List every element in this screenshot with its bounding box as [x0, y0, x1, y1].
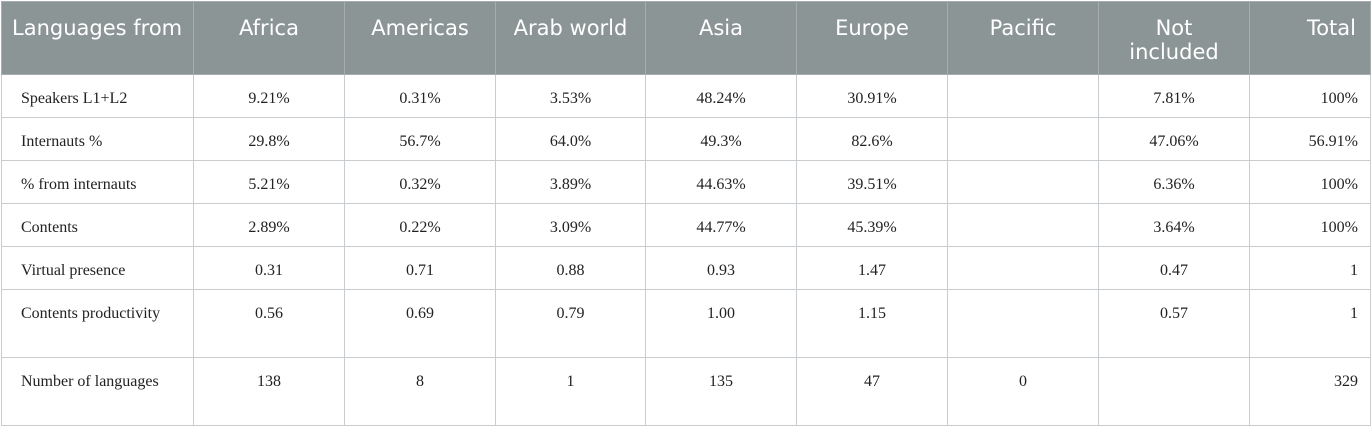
table-cell	[947, 289, 1099, 358]
table-cell: 0.88	[495, 246, 646, 290]
row-label: Number of languages	[1, 357, 194, 426]
table-cell: 100%	[1249, 203, 1371, 247]
table-cell: 0.31	[193, 246, 345, 290]
table-cell: 0.47	[1098, 246, 1250, 290]
column-header: Languages from	[1, 1, 194, 75]
table-cell	[947, 160, 1099, 204]
column-header: Americas	[344, 1, 496, 75]
column-header: Europe	[796, 1, 948, 75]
row-label: Contents	[1, 203, 194, 247]
table-cell: 3.89%	[495, 160, 646, 204]
column-header: Africa	[193, 1, 345, 75]
table-cell: 44.63%	[645, 160, 797, 204]
table-cell: 49.3%	[645, 117, 797, 161]
row-label: % from internauts	[1, 160, 194, 204]
table-cell: 0	[947, 357, 1099, 426]
table-cell: 56.91%	[1249, 117, 1371, 161]
table-cell: 2.89%	[193, 203, 345, 247]
column-header: Total	[1249, 1, 1371, 75]
table-cell: 47	[796, 357, 948, 426]
table-cell	[1098, 357, 1250, 426]
table-cell: 3.64%	[1098, 203, 1250, 247]
table-cell: 64.0%	[495, 117, 646, 161]
table-cell: 0.56	[193, 289, 345, 358]
table-cell: 9.21%	[193, 74, 345, 118]
table-cell: 1.15	[796, 289, 948, 358]
table-cell: 7.81%	[1098, 74, 1250, 118]
table-cell: 6.36%	[1098, 160, 1250, 204]
table-cell: 0.32%	[344, 160, 496, 204]
row-label: Speakers L1+L2	[1, 74, 194, 118]
table-cell	[947, 117, 1099, 161]
table-row: Contents productivity 0.56 0.69 0.79 1.0…	[1, 289, 1371, 358]
table-row: Internauts % 29.8% 56.7% 64.0% 49.3% 82.…	[1, 117, 1371, 161]
table-cell: 44.77%	[645, 203, 797, 247]
table-cell: 3.09%	[495, 203, 646, 247]
table-cell: 1	[495, 357, 646, 426]
table-cell: 47.06%	[1098, 117, 1250, 161]
table-row: Contents 2.89% 0.22% 3.09% 44.77% 45.39%…	[1, 203, 1371, 247]
table-cell	[947, 203, 1099, 247]
column-header: Pacific	[947, 1, 1099, 75]
table-cell: 48.24%	[645, 74, 797, 118]
table-cell: 0.71	[344, 246, 496, 290]
table-row: Speakers L1+L2 9.21% 0.31% 3.53% 48.24% …	[1, 74, 1371, 118]
row-label: Contents productivity	[1, 289, 194, 358]
table-cell: 0.79	[495, 289, 646, 358]
column-header: Asia	[645, 1, 797, 75]
table-row: Number of languages 138 8 1 135 47 0 329	[1, 357, 1371, 426]
table-cell: 8	[344, 357, 496, 426]
header-row: Languages from Africa Americas Arab worl…	[1, 1, 1371, 75]
table-cell: 30.91%	[796, 74, 948, 118]
table-cell: 39.51%	[796, 160, 948, 204]
table-cell: 0.69	[344, 289, 496, 358]
table-cell: 1.47	[796, 246, 948, 290]
table-cell: 0.93	[645, 246, 797, 290]
table-row: Virtual presence 0.31 0.71 0.88 0.93 1.4…	[1, 246, 1371, 290]
table-cell: 82.6%	[796, 117, 948, 161]
table-cell: 329	[1249, 357, 1371, 426]
table-cell: 56.7%	[344, 117, 496, 161]
table-cell: 0.31%	[344, 74, 496, 118]
table-cell: 138	[193, 357, 345, 426]
table-cell: 45.39%	[796, 203, 948, 247]
table-cell: 135	[645, 357, 797, 426]
column-header: Not included	[1098, 1, 1250, 75]
table-cell: 29.8%	[193, 117, 345, 161]
table-cell: 100%	[1249, 74, 1371, 118]
table-cell	[947, 246, 1099, 290]
table-cell: 0.22%	[344, 203, 496, 247]
table-cell: 0.57	[1098, 289, 1250, 358]
table-cell: 3.53%	[495, 74, 646, 118]
table-cell: 1	[1249, 289, 1371, 358]
row-label: Virtual presence	[1, 246, 194, 290]
table-cell: 5.21%	[193, 160, 345, 204]
column-header: Arab world	[495, 1, 646, 75]
table-cell: 1	[1249, 246, 1371, 290]
table-cell: 100%	[1249, 160, 1371, 204]
table-cell: 1.00	[645, 289, 797, 358]
table-cell	[947, 74, 1099, 118]
table-row: % from internauts 5.21% 0.32% 3.89% 44.6…	[1, 160, 1371, 204]
row-label: Internauts %	[1, 117, 194, 161]
